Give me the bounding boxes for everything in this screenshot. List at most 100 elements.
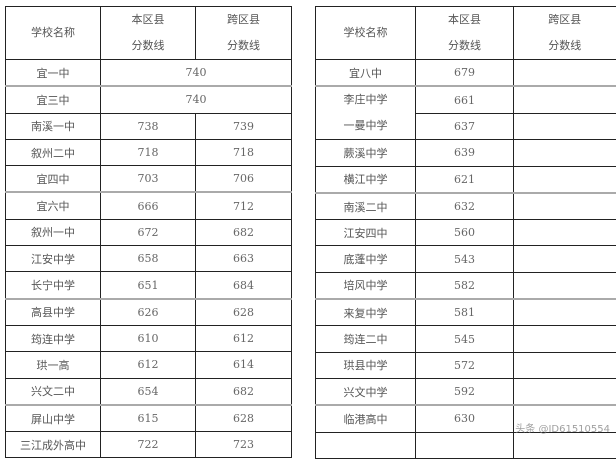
table-row: 南溪二中 632 (315, 191, 616, 221)
cross-score (513, 112, 616, 141)
local-score: 654 (100, 377, 196, 406)
cross-score: 723 (195, 431, 292, 459)
table-row: 筠连中学 610 612 (5, 324, 292, 353)
local-score: 630 (415, 404, 514, 433)
school-name: 宜四中 (5, 165, 101, 193)
cross-score: 712 (195, 191, 292, 220)
table-row: 叙州二中 718 718 (5, 138, 292, 167)
table-row: 三江成外高中 722 723 (5, 431, 292, 459)
table-row: 来复中学 581 (315, 298, 616, 327)
table-row: 筠连二中 545 (315, 325, 616, 353)
table-row: 兴文中学 592 (315, 377, 616, 406)
school-name: 宜一中 (5, 59, 101, 87)
header-school: 学校名称 (5, 6, 101, 60)
school-name: 宜三中 (5, 85, 101, 114)
table-row: 临港高中 630 (315, 404, 616, 433)
cross-score (513, 191, 616, 221)
school-name: 宜六中 (5, 191, 101, 220)
table-row: 宜六中 666 712 (5, 191, 292, 220)
table-row: 高县中学 626 628 (5, 297, 292, 326)
header-local: 本区县 分数线 (415, 6, 514, 60)
cross-score: 684 (195, 271, 292, 300)
school-name: 筠连二中 (315, 325, 416, 353)
merged-score: 740 (100, 59, 292, 87)
local-score: 543 (415, 245, 514, 273)
school-name: 江安四中 (315, 219, 416, 247)
table-row: 底蓬中学 543 (315, 245, 616, 273)
local-score: 572 (415, 351, 514, 379)
school-name: 宜八中 (315, 59, 416, 87)
cross-score: 612 (195, 324, 292, 353)
cross-score: 614 (195, 351, 292, 379)
local-score: 672 (100, 218, 196, 247)
cross-score: 628 (195, 297, 292, 326)
cross-score (513, 165, 616, 194)
school-name: 高县中学 (5, 297, 101, 326)
cross-score (513, 85, 616, 114)
school-name: 筠连中学 (5, 324, 101, 353)
local-score: 626 (100, 297, 196, 326)
school-name: 珙县中学 (315, 351, 416, 379)
table-row: 李庄中学一曼中学 661 (315, 85, 616, 141)
school-name-text: 一曼中学 (343, 119, 388, 133)
score-table-right: 学校名称 本区县 分数线 跨区县 分数线 宜八中 679 李庄中学一曼中学 661 637 蕨… (315, 6, 616, 459)
score-table-left: 学校名称 本区县 分数线 跨区县 分数线 宜一中 740 宜三中 740 南溪一中 738 73… (5, 6, 292, 459)
cross-score (513, 271, 616, 300)
header-local: 本区县 分数线 (100, 6, 196, 60)
table-row: 637 (316, 112, 616, 141)
school-name: 珙一高 (5, 351, 101, 379)
cross-score (513, 298, 616, 327)
school-name: 江安中学 (5, 245, 101, 273)
cross-score: 739 (195, 112, 292, 140)
school-name: 叙州一中 (5, 218, 101, 247)
cross-score (513, 59, 616, 87)
table-row: 江安中学 658 663 (5, 245, 292, 273)
school-name: 兴文中学 (315, 377, 416, 406)
school-name: 南溪一中 (5, 112, 101, 140)
cross-score (513, 325, 616, 353)
table-row: 珙一高 612 614 (5, 351, 292, 379)
table-row: 叙州一中 672 682 (5, 218, 292, 247)
header-row: 学校名称 本区县 分数线 跨区县 分数线 (315, 6, 616, 60)
table-row: 宜三中 740 (5, 85, 292, 114)
cross-score: 682 (195, 377, 292, 406)
local-score: 615 (100, 403, 196, 433)
school-name: 叙州二中 (5, 138, 101, 167)
cross-score (513, 219, 616, 247)
local-score: 703 (100, 165, 196, 193)
local-score: 581 (415, 298, 514, 327)
cross-score (513, 404, 616, 433)
table-row: 长宁中学 651 684 (5, 271, 292, 300)
table-row: 兴文二中 654 682 (5, 377, 292, 406)
local-score: 658 (100, 245, 196, 273)
local-score: 679 (415, 59, 514, 87)
cross-score (513, 245, 616, 273)
school-name: 临港高中 (315, 404, 416, 433)
local-score: 582 (415, 271, 514, 300)
local-score: 651 (100, 271, 196, 300)
school-name: 蕨溪中学 (315, 139, 416, 167)
watermark-logo: 头条 @ID61510554 (515, 424, 610, 435)
local-score: 639 (415, 139, 514, 167)
cross-score (513, 431, 616, 459)
local-score: 592 (415, 377, 514, 406)
header-school: 学校名称 (315, 6, 416, 60)
school-name-text: 李庄中学 (343, 93, 388, 107)
school-name: 培风中学 (315, 271, 416, 300)
cross-score (513, 351, 616, 379)
table-row: 南溪一中 738 739 (5, 112, 292, 140)
school-name: 来复中学 (315, 298, 416, 327)
school-name: 底蓬中学 (315, 245, 416, 273)
local-score: 722 (100, 431, 196, 459)
header-row: 学校名称 本区县 分数线 跨区县 分数线 (5, 6, 292, 60)
local-score: 612 (100, 351, 196, 379)
school-name: 南溪二中 (315, 191, 416, 221)
local-score: 661 (415, 85, 514, 114)
school-name: 三江成外高中 (5, 431, 101, 459)
local-score: 560 (415, 219, 514, 247)
cross-score: 718 (195, 138, 292, 167)
school-name: 兴文二中 (5, 377, 101, 406)
local-score: 621 (415, 165, 514, 194)
cross-score: 706 (195, 165, 292, 193)
table-row (315, 431, 616, 459)
